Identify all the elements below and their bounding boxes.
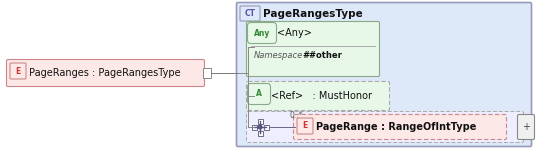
Text: PageRange : RangeOfIntType: PageRange : RangeOfIntType xyxy=(316,122,477,132)
FancyBboxPatch shape xyxy=(247,82,390,111)
Text: +: + xyxy=(522,122,530,132)
FancyBboxPatch shape xyxy=(517,114,534,139)
Text: ##other: ##other xyxy=(302,52,342,60)
FancyBboxPatch shape xyxy=(236,3,532,146)
Text: CT: CT xyxy=(244,9,256,18)
FancyBboxPatch shape xyxy=(297,118,313,134)
Text: E: E xyxy=(302,121,308,131)
Text: Namespace: Namespace xyxy=(254,52,303,60)
FancyBboxPatch shape xyxy=(251,125,257,129)
Text: E: E xyxy=(16,66,20,76)
Text: <Any>: <Any> xyxy=(277,28,312,38)
FancyBboxPatch shape xyxy=(203,68,211,78)
Circle shape xyxy=(258,125,262,129)
Text: A: A xyxy=(256,90,262,98)
FancyBboxPatch shape xyxy=(257,131,263,135)
FancyBboxPatch shape xyxy=(6,59,205,87)
FancyBboxPatch shape xyxy=(248,22,277,44)
FancyBboxPatch shape xyxy=(247,111,524,142)
Text: Any: Any xyxy=(254,28,270,38)
Text: <Ref>   : MustHonor: <Ref> : MustHonor xyxy=(271,91,372,101)
Text: PageRanges : PageRangesType: PageRanges : PageRangesType xyxy=(29,68,181,78)
FancyBboxPatch shape xyxy=(257,118,263,124)
FancyBboxPatch shape xyxy=(10,63,26,79)
Text: PageRangesType: PageRangesType xyxy=(263,9,363,19)
FancyBboxPatch shape xyxy=(247,21,379,76)
FancyBboxPatch shape xyxy=(294,114,507,139)
FancyBboxPatch shape xyxy=(248,83,271,104)
FancyBboxPatch shape xyxy=(240,6,260,21)
Text: 0..*: 0..* xyxy=(290,111,303,121)
FancyBboxPatch shape xyxy=(264,125,269,129)
